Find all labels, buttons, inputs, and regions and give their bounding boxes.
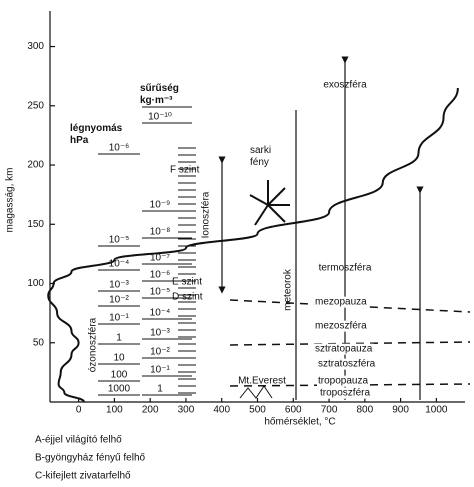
x-tick-label: 0 bbox=[76, 405, 82, 416]
density-label: 10⁻⁹ bbox=[150, 200, 171, 211]
pressure-label: 10⁻⁶ bbox=[109, 143, 130, 154]
annotation: sarki fény bbox=[250, 145, 271, 168]
annotation: troposzféra bbox=[320, 388, 370, 399]
pressure-label: 10⁻⁴ bbox=[109, 259, 130, 270]
y-tick-label: 50 bbox=[33, 337, 45, 348]
annotation: sztratoszféra bbox=[318, 359, 376, 370]
annotation: exoszféra bbox=[323, 80, 367, 91]
x-tick-label: 300 bbox=[178, 405, 195, 416]
pressure-label: 1000 bbox=[108, 384, 131, 395]
label-bg bbox=[314, 296, 369, 308]
density-label: 10⁻⁴ bbox=[150, 308, 171, 319]
pressure-label: 100 bbox=[111, 370, 128, 381]
annotation: tropopauza bbox=[318, 376, 368, 387]
annotation: ózonoszféra bbox=[88, 317, 99, 372]
mesopause-line bbox=[229, 299, 471, 313]
pressure-label: 10⁻² bbox=[109, 295, 129, 306]
pressure-label: 10⁻⁵ bbox=[109, 235, 130, 246]
temperature-curve bbox=[47, 87, 459, 403]
x-tick-label: 700 bbox=[321, 405, 338, 416]
x-tick-label: 800 bbox=[356, 405, 373, 416]
pressure-label: 10 bbox=[113, 353, 125, 364]
x-tick-label: 200 bbox=[142, 405, 159, 416]
label-bg bbox=[314, 343, 374, 355]
annotation: E szint bbox=[172, 277, 202, 288]
density-label: 10⁻⁸ bbox=[150, 227, 171, 238]
y-tick-label: 150 bbox=[27, 219, 44, 230]
annotation: mezoszféra bbox=[315, 321, 367, 332]
density-label: 10⁻⁶ bbox=[150, 270, 171, 281]
density-label: 10⁻¹ bbox=[150, 365, 170, 376]
y-tick-label: 300 bbox=[27, 41, 44, 52]
note: C-kifejlett zivatarfelhő bbox=[35, 471, 131, 482]
density-label: 10⁻³ bbox=[150, 328, 170, 339]
layer-bars bbox=[98, 106, 196, 396]
density-title: sűrűség kg·m⁻³ bbox=[140, 83, 179, 106]
label-bg bbox=[319, 387, 372, 399]
note: B-gyöngyház fényű felhő bbox=[35, 453, 146, 464]
layer-lines bbox=[218, 56, 471, 400]
x-tick-label: 500 bbox=[249, 405, 266, 416]
pressure-label: 10⁻¹ bbox=[109, 313, 129, 324]
annotation: mezopauza bbox=[315, 297, 367, 308]
density-label: 10⁻¹⁰ bbox=[148, 112, 172, 123]
density-label: 10⁻² bbox=[150, 347, 170, 358]
stratopause-line bbox=[229, 341, 471, 346]
x-axis-label: hőmérséklet, °C bbox=[264, 417, 335, 428]
label-bg bbox=[314, 320, 369, 332]
pressure-label: 1 bbox=[116, 333, 122, 344]
x-tick-label: 600 bbox=[285, 405, 302, 416]
annotation: termoszféra bbox=[319, 263, 372, 274]
annotation: meteorok bbox=[283, 268, 294, 311]
density-label: 10⁻⁵ bbox=[150, 287, 171, 298]
x-tick-label: 1000 bbox=[425, 405, 448, 416]
density-label: 1 bbox=[157, 384, 163, 395]
y-tick-label: 200 bbox=[27, 160, 44, 171]
x-tick-label: 100 bbox=[106, 405, 123, 416]
note: A-éjjel világító felhő bbox=[35, 435, 122, 446]
mountain bbox=[239, 385, 273, 399]
y-axis-label: magasság, km bbox=[5, 167, 16, 232]
annotation: D szint bbox=[172, 292, 203, 303]
aurora bbox=[249, 180, 290, 226]
tropopause-line bbox=[229, 383, 471, 387]
annotation: F szint bbox=[170, 165, 200, 176]
y-tick-label: 100 bbox=[27, 278, 44, 289]
pressure-title: légnyomás hPa bbox=[70, 123, 123, 146]
density-label: 10⁻⁷ bbox=[150, 253, 170, 264]
x-tick-label: 400 bbox=[213, 405, 230, 416]
annotation: Ionoszféra bbox=[201, 191, 212, 238]
annotation: sztratopauza bbox=[315, 344, 373, 355]
label-bg bbox=[317, 375, 370, 387]
annotation: Mt.Everest bbox=[238, 376, 286, 387]
pressure-label: 10⁻³ bbox=[109, 280, 129, 291]
y-tick-label: 250 bbox=[27, 100, 44, 111]
label-bg bbox=[317, 358, 377, 370]
x-tick-label: 900 bbox=[392, 405, 409, 416]
